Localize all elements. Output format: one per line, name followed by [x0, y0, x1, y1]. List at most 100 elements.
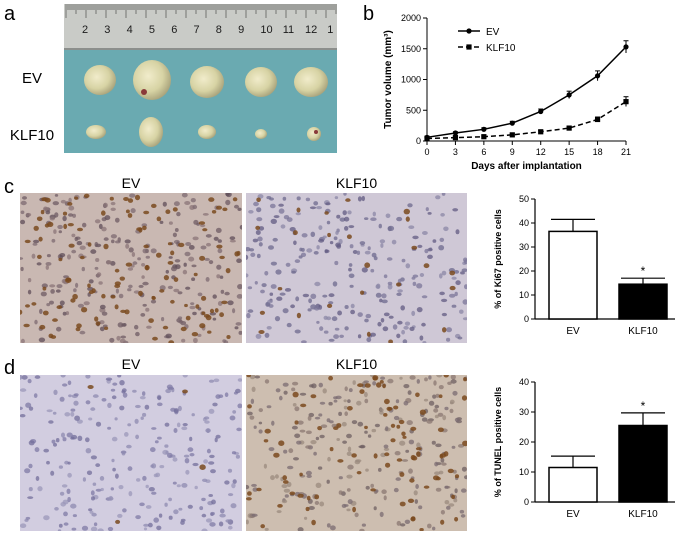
stained-nucleus — [345, 198, 351, 202]
ruler-number: 6 — [171, 24, 178, 36]
stained-nucleus — [399, 501, 406, 507]
stained-nucleus — [104, 326, 109, 330]
cell-nucleus — [328, 401, 333, 406]
cell-nucleus — [40, 291, 47, 297]
cell-nucleus — [213, 378, 220, 383]
cell-nucleus — [343, 405, 348, 410]
stained-nucleus — [364, 383, 371, 388]
stained-nucleus — [143, 210, 150, 215]
stained-nucleus — [292, 391, 299, 398]
tissue-cells — [20, 375, 242, 531]
data-point-klf10 — [452, 135, 459, 141]
cell-nucleus — [378, 467, 382, 472]
y-tick-label: 0 — [524, 497, 529, 507]
cell-nucleus — [204, 257, 210, 261]
cell-nucleus — [205, 518, 213, 523]
cell-nucleus — [261, 283, 267, 288]
cell-nucleus — [234, 204, 239, 209]
cell-nucleus — [318, 238, 325, 243]
cell-nucleus — [323, 330, 329, 334]
cell-nucleus — [41, 283, 48, 288]
stained-nucleus — [58, 257, 63, 262]
cell-nucleus — [205, 277, 210, 282]
cell-nucleus — [187, 447, 194, 452]
cell-nucleus — [264, 271, 269, 276]
stained-nucleus — [247, 404, 252, 409]
cell-nucleus — [135, 515, 141, 520]
cell-nucleus — [85, 448, 92, 454]
cell-nucleus — [216, 264, 222, 270]
cell-nucleus — [120, 335, 127, 339]
stained-nucleus — [299, 472, 303, 477]
cell-nucleus — [357, 312, 363, 317]
cell-nucleus — [302, 293, 310, 298]
cell-nucleus — [71, 249, 77, 254]
cell-nucleus — [95, 488, 102, 492]
cell-nucleus — [405, 449, 410, 453]
ruler-ticks — [65, 4, 337, 18]
cell-nucleus — [399, 440, 406, 446]
cell-nucleus — [94, 219, 101, 224]
cell-nucleus — [310, 440, 317, 445]
cell-nucleus — [132, 261, 138, 265]
cell-nucleus — [379, 239, 386, 244]
cell-nucleus — [94, 241, 99, 248]
stained-nucleus — [156, 252, 162, 258]
stained-nucleus — [170, 299, 175, 304]
cell-nucleus — [205, 428, 211, 433]
stained-nucleus — [405, 216, 410, 222]
stained-nucleus — [327, 303, 333, 308]
stained-nucleus — [407, 498, 415, 503]
data-point-klf10 — [538, 129, 544, 135]
cell-nucleus — [278, 208, 285, 214]
cell-nucleus — [394, 451, 401, 456]
cell-nucleus — [272, 237, 278, 242]
stained-nucleus — [31, 302, 37, 306]
cell-nucleus — [434, 404, 440, 409]
cell-nucleus — [140, 313, 146, 317]
cell-nucleus — [404, 321, 411, 326]
cell-nucleus — [219, 275, 224, 279]
stained-nucleus — [352, 506, 356, 513]
cell-nucleus — [92, 482, 97, 486]
cell-nucleus — [377, 321, 382, 327]
cell-nucleus — [173, 509, 179, 515]
cell-nucleus — [449, 408, 454, 414]
cell-nucleus — [139, 502, 145, 507]
cell-nucleus — [400, 277, 405, 282]
cell-nucleus — [112, 382, 118, 386]
stained-nucleus — [199, 323, 206, 329]
stained-nucleus — [359, 389, 365, 394]
cell-nucleus — [441, 193, 446, 196]
stained-nucleus — [234, 251, 240, 257]
cell-nucleus — [119, 380, 125, 386]
cell-nucleus — [437, 412, 444, 417]
cell-nucleus — [419, 273, 425, 277]
cell-nucleus — [316, 320, 320, 324]
cell-nucleus — [367, 246, 371, 251]
cell-nucleus — [314, 281, 321, 287]
cell-nucleus — [114, 240, 121, 244]
series-line-ev — [426, 46, 627, 139]
cell-nucleus — [121, 390, 126, 394]
stained-nucleus — [170, 250, 175, 256]
panel-d-label-klf10: KLF10 — [335, 356, 378, 372]
cell-nucleus — [385, 213, 391, 219]
cell-nucleus — [359, 528, 365, 531]
cell-nucleus — [20, 388, 27, 392]
cell-nucleus — [291, 387, 296, 392]
cell-nucleus — [408, 225, 415, 229]
cell-nucleus — [208, 494, 213, 497]
cell-nucleus — [33, 393, 38, 398]
y-axis-label: % of Ki67 positive cells — [493, 209, 503, 309]
cell-nucleus — [215, 227, 222, 233]
x-tick-label: 6 — [481, 147, 486, 157]
ev-tumor-4 — [245, 67, 277, 97]
cell-nucleus — [411, 276, 416, 280]
cell-nucleus — [67, 472, 72, 478]
cell-nucleus — [251, 513, 258, 517]
cell-nucleus — [446, 505, 451, 510]
cell-nucleus — [450, 379, 457, 384]
x-tick-label: 21 — [621, 147, 631, 157]
cell-nucleus — [225, 199, 231, 206]
